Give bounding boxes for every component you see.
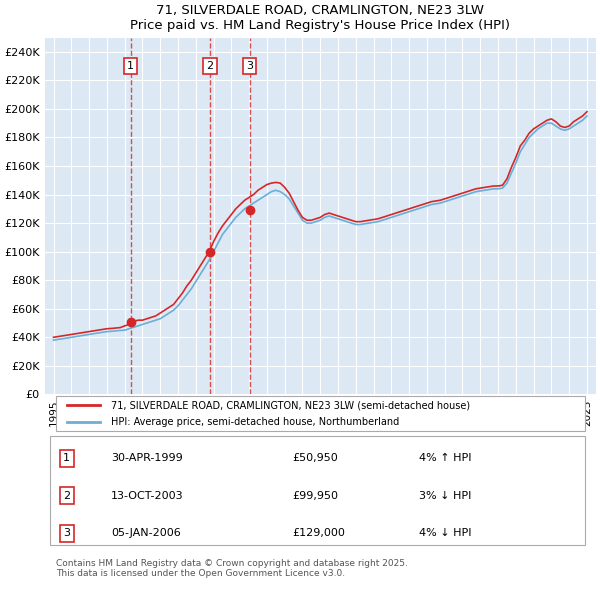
Text: HPI: Average price, semi-detached house, Northumberland: HPI: Average price, semi-detached house,… xyxy=(111,418,399,427)
FancyBboxPatch shape xyxy=(56,396,585,431)
Text: £50,950: £50,950 xyxy=(293,453,338,463)
Text: 3% ↓ HPI: 3% ↓ HPI xyxy=(419,491,472,501)
Text: £99,950: £99,950 xyxy=(293,491,338,501)
Text: 3: 3 xyxy=(246,61,253,71)
Text: 71, SILVERDALE ROAD, CRAMLINGTON, NE23 3LW (semi-detached house): 71, SILVERDALE ROAD, CRAMLINGTON, NE23 3… xyxy=(111,400,470,410)
Text: 4% ↓ HPI: 4% ↓ HPI xyxy=(419,528,472,538)
Title: 71, SILVERDALE ROAD, CRAMLINGTON, NE23 3LW
Price paid vs. HM Land Registry's Hou: 71, SILVERDALE ROAD, CRAMLINGTON, NE23 3… xyxy=(130,4,510,32)
Text: £129,000: £129,000 xyxy=(293,528,346,538)
Text: 30-APR-1999: 30-APR-1999 xyxy=(111,453,182,463)
Text: 2: 2 xyxy=(206,61,214,71)
Text: 1: 1 xyxy=(63,453,70,463)
Text: 05-JAN-2006: 05-JAN-2006 xyxy=(111,528,181,538)
Text: 13-OCT-2003: 13-OCT-2003 xyxy=(111,491,184,501)
FancyBboxPatch shape xyxy=(50,435,585,545)
Text: 3: 3 xyxy=(63,528,70,538)
Text: 2: 2 xyxy=(63,491,70,501)
Text: 1: 1 xyxy=(127,61,134,71)
Text: Contains HM Land Registry data © Crown copyright and database right 2025.
This d: Contains HM Land Registry data © Crown c… xyxy=(56,559,407,578)
Text: 4% ↑ HPI: 4% ↑ HPI xyxy=(419,453,472,463)
